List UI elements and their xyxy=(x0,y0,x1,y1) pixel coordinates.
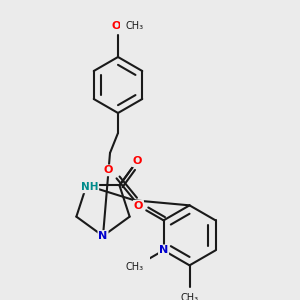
Text: CH₃: CH₃ xyxy=(181,293,199,300)
Text: N: N xyxy=(159,245,168,255)
Text: CH₃: CH₃ xyxy=(126,262,144,272)
Text: O: O xyxy=(134,201,143,211)
Text: N: N xyxy=(98,231,108,241)
Text: CH₃: CH₃ xyxy=(126,21,144,31)
Text: O: O xyxy=(104,165,113,175)
Text: O: O xyxy=(132,156,142,166)
Text: NH: NH xyxy=(81,182,98,192)
Text: O: O xyxy=(111,21,121,31)
